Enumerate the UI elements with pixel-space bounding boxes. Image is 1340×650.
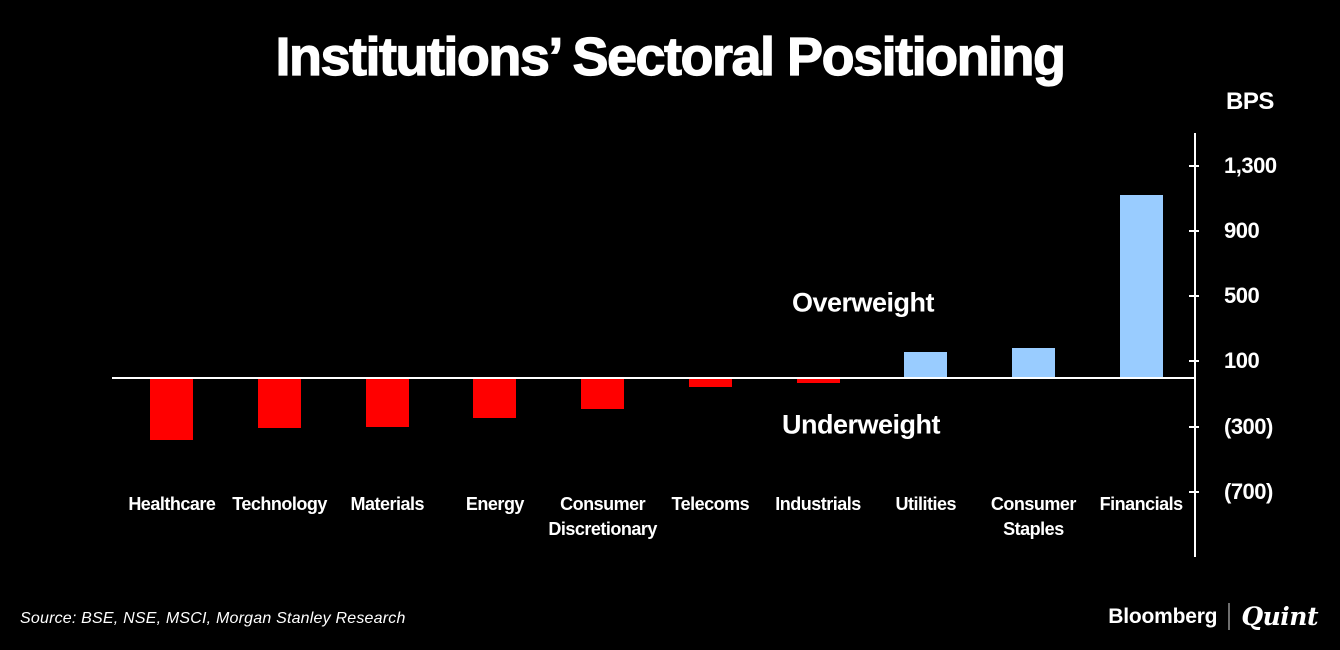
category-label: Healthcare <box>97 492 247 517</box>
bar-energy <box>473 377 517 419</box>
bar-utilities <box>904 351 948 378</box>
category-label: Utilities <box>851 492 1001 517</box>
bar-telecoms <box>688 377 732 388</box>
page-title: Institutions’ Sectoral Positioning <box>275 26 1067 87</box>
category-label-line: Discretionary <box>548 519 657 539</box>
category-label: Telecoms <box>635 492 785 517</box>
brand-logo: Bloomberg Quint <box>1108 602 1318 631</box>
bar-materials <box>365 377 409 427</box>
y-axis-tick <box>1189 164 1199 167</box>
y-tick-label: (300) <box>1224 413 1273 439</box>
category-label-line: Consumer <box>560 494 646 514</box>
bar-consumer-discretionary <box>581 377 625 409</box>
overweight-annotation: Overweight <box>791 287 935 318</box>
y-tick-label: 1,300 <box>1224 152 1277 178</box>
underweight-annotation: Underweight <box>781 409 941 440</box>
category-label-line: Energy <box>465 494 525 514</box>
y-axis-tick <box>1189 295 1199 298</box>
y-axis-tick <box>1189 360 1199 363</box>
category-label: Financials <box>1066 492 1216 517</box>
bar-healthcare <box>150 377 194 440</box>
category-label-line: Staples <box>1003 519 1064 539</box>
bar-industrials <box>796 377 840 383</box>
category-label-line: Technology <box>232 494 327 514</box>
category-label-line: Healthcare <box>128 494 216 514</box>
y-tick-label: (700) <box>1224 478 1273 504</box>
y-axis-unit-label: BPS <box>1226 88 1274 115</box>
category-label-line: Industrials <box>775 494 861 514</box>
category-label: Energy <box>420 492 570 517</box>
category-label: Industrials <box>743 492 893 517</box>
category-label: Consumer Discretionary <box>528 492 678 542</box>
bar-consumer-staples <box>1011 348 1055 378</box>
y-tick-label: 100 <box>1224 348 1260 374</box>
category-label: Materials <box>312 492 462 517</box>
bloomberg-logo: Bloomberg <box>1108 604 1218 628</box>
category-label-line: Consumer <box>990 494 1077 514</box>
zero-baseline <box>112 376 1195 379</box>
category-label-line: Materials <box>350 494 425 514</box>
bar-financials <box>1119 194 1163 378</box>
category-label-line: Financials <box>1099 494 1184 514</box>
quint-logo: Quint <box>1241 602 1318 631</box>
category-label: Consumer Staples <box>958 492 1108 542</box>
y-axis-tick <box>1189 229 1199 232</box>
bar-technology <box>258 377 302 429</box>
category-label-line: Telecoms <box>671 494 750 514</box>
y-axis-line <box>1194 133 1196 557</box>
source-note: Source: BSE, NSE, MSCI, Morgan Stanley R… <box>20 610 406 627</box>
y-axis-tick <box>1189 490 1199 493</box>
category-label-line: Utilities <box>895 494 956 514</box>
brand-divider <box>1228 603 1231 630</box>
category-label: Technology <box>205 492 355 517</box>
y-axis-tick <box>1189 425 1199 428</box>
y-tick-label: 500 <box>1224 283 1260 309</box>
y-tick-label: 900 <box>1224 217 1260 243</box>
